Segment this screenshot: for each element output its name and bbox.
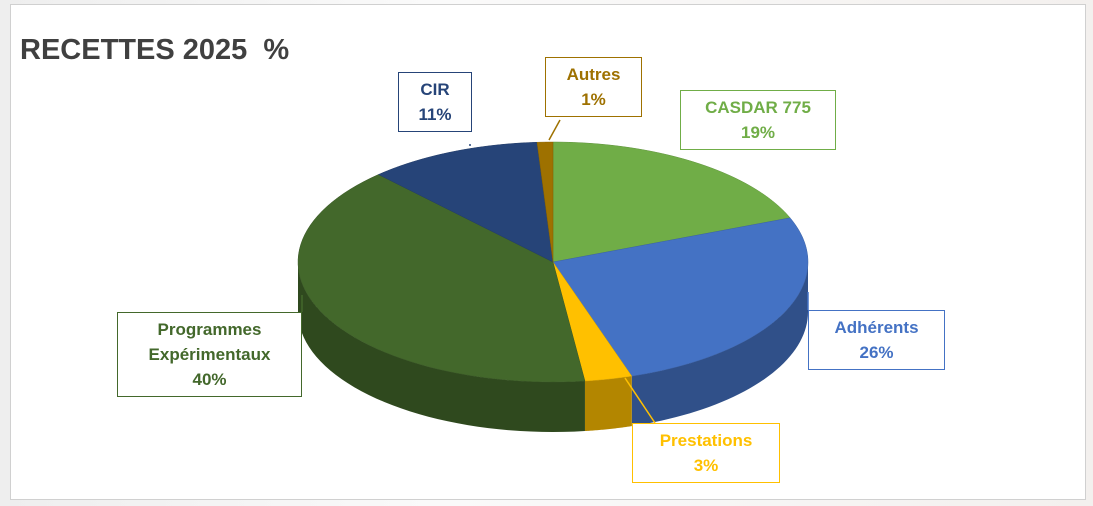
- pie-side: [298, 262, 585, 432]
- label-name: CIR: [420, 80, 450, 99]
- leader-line: [624, 377, 656, 424]
- label-name: Programmes Expérimentaux: [148, 320, 271, 364]
- leader-line: [548, 119, 561, 141]
- data-label: Adhérents 26%: [808, 310, 945, 370]
- pie-side: [631, 262, 808, 427]
- data-label: Prestations 3%: [632, 423, 780, 483]
- pie-side: [584, 376, 632, 432]
- pie-slice: [552, 141, 791, 263]
- label-name: Prestations: [659, 431, 753, 450]
- data-label: CASDAR 775 19%: [680, 90, 836, 150]
- label-value: 3%: [693, 456, 719, 475]
- label-value: 40%: [192, 370, 227, 389]
- pie-slice: [297, 174, 586, 383]
- pie-slice: [536, 141, 554, 263]
- label-name: Adhérents: [834, 318, 919, 337]
- label-value: 11%: [418, 105, 452, 124]
- label-value: 19%: [740, 123, 776, 142]
- data-label: Programmes Expérimentaux 40%: [117, 312, 302, 397]
- label-value: 1%: [581, 90, 606, 109]
- pie-slice: [552, 261, 633, 382]
- label-name: CASDAR 775: [705, 98, 811, 117]
- pie-slice: [377, 141, 554, 263]
- label-name: Autres: [566, 65, 621, 84]
- pie-slice: [552, 217, 809, 377]
- label-value: 26%: [859, 343, 894, 362]
- chart-title: RECETTES 2025 %: [20, 34, 290, 66]
- data-label: Autres 1%: [545, 57, 642, 117]
- data-label: CIR 11%: [398, 72, 472, 132]
